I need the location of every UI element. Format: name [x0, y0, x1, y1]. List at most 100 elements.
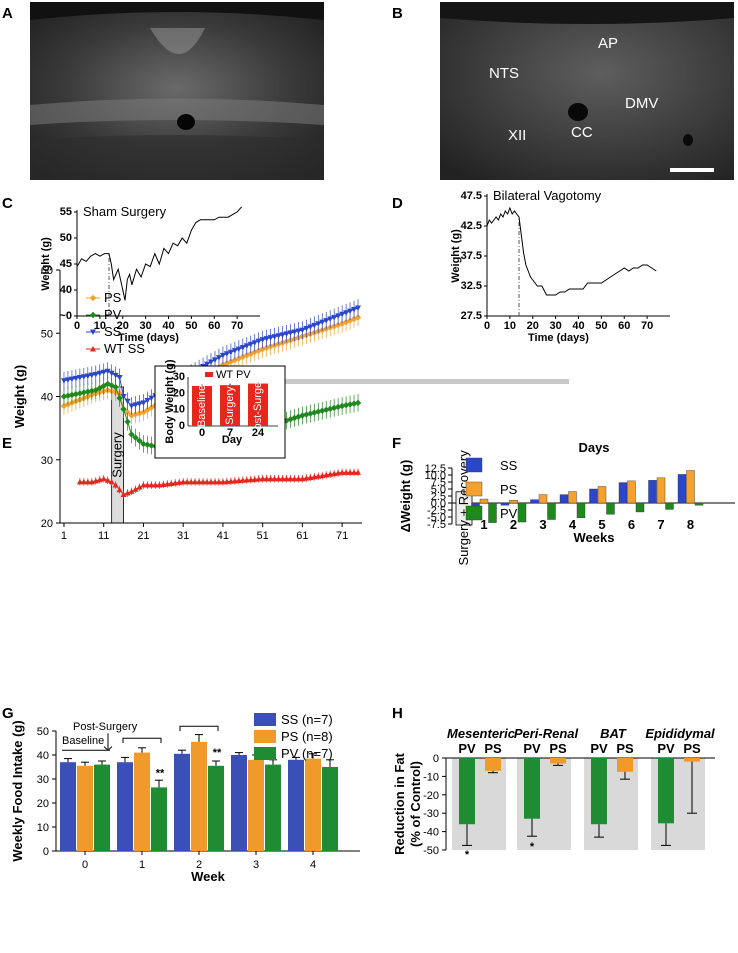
series-point: [72, 375, 79, 382]
x-tick-label: 30: [140, 320, 152, 332]
bar-pv: [524, 758, 540, 819]
inset-bar-label: Baseline: [196, 385, 208, 427]
x-tick-label: 0: [82, 859, 88, 871]
legend-swatch: [254, 730, 276, 743]
x-tick-label: 20: [117, 320, 129, 332]
section-divider: [155, 379, 569, 384]
series-point: [124, 398, 131, 405]
panel-letter-f: F: [392, 435, 401, 452]
series-point: [223, 351, 230, 357]
series-point: [295, 328, 302, 335]
x-axis-label: Time (days): [118, 332, 179, 344]
series-point: [343, 469, 350, 475]
x-axis-label: Time (days): [528, 332, 589, 344]
inset-x-tick-label: 7: [227, 427, 233, 439]
series-point: [120, 394, 127, 400]
x-tick-label: 41: [217, 530, 229, 542]
bar-ss: [589, 488, 598, 504]
series-point: [96, 384, 103, 392]
series-point: [219, 361, 227, 369]
series-point: [84, 388, 92, 395]
series-point: [80, 374, 87, 380]
inset-bar: [220, 385, 240, 426]
bar-ps: [134, 752, 150, 851]
series-point: [355, 305, 362, 311]
sig-bracket: [179, 725, 219, 731]
group-label: PV: [458, 741, 476, 756]
panel-letter-d: D: [392, 195, 403, 212]
bar-pv: [591, 758, 607, 825]
series-point: [132, 402, 139, 408]
series-point: [219, 352, 226, 359]
legend-swatch: [465, 481, 483, 497]
series-point: [291, 475, 298, 482]
legend-label: PV: [104, 307, 122, 322]
bar-pv: [694, 502, 704, 506]
x-tick-label: 40: [572, 320, 584, 332]
x-tick-label: 5: [598, 517, 605, 532]
series-point: [204, 478, 211, 485]
series-point: [196, 478, 203, 485]
bar-ps: [191, 741, 207, 851]
bar-pv: [658, 758, 674, 824]
chart-f-delta-weight: Days -7.5-5.0-2.50.02.55.07.510.012.5 ΔWei…: [398, 440, 735, 566]
series-point: [287, 475, 294, 482]
series-point: [231, 477, 238, 484]
bar-pv: [488, 502, 497, 523]
inset-y-tick-label: 20: [173, 387, 185, 399]
series-point: [116, 486, 123, 493]
inset-x-axis-label: Day: [222, 434, 243, 446]
series-point: [259, 475, 266, 482]
series-point: [235, 346, 242, 353]
x-axis-label: Weeks: [574, 530, 615, 545]
y-tick-label: 40: [60, 284, 72, 296]
series-point: [64, 377, 71, 383]
chart-h-fat-reduction: -50 -40 -30 -20 -10 0 Reduction in Fat (% of Co…: [392, 726, 715, 861]
bar-ss: [677, 474, 687, 504]
series-point: [184, 478, 191, 485]
series-point: [60, 378, 67, 384]
series-point: [116, 375, 123, 381]
bar-ss: [60, 762, 76, 851]
surgery-band-label: Surgery: [110, 432, 125, 478]
series-point: [100, 382, 107, 390]
bar-ps: [627, 480, 636, 504]
panel-letter-a: A: [2, 5, 13, 22]
series-point: [259, 337, 266, 343]
legend-swatch: [254, 747, 276, 760]
y-tick-label: -10: [423, 771, 439, 783]
x-tick-label: 21: [137, 530, 149, 542]
group-label: PS: [616, 741, 634, 756]
series-point: [104, 368, 111, 375]
inset-y-axis-label: Body Weight (g): [164, 359, 176, 443]
series-point: [339, 311, 346, 318]
x-tick-label: 11: [98, 530, 109, 542]
y-tick-label: -50: [423, 845, 439, 857]
chart-g-food-intake: 0 10 20 30 40 50 Weekly Food Intake (g) 0 1 2 3 4 We…: [10, 712, 360, 884]
x-tick-label: 0: [74, 320, 80, 332]
baseline-label: Baseline: [62, 735, 104, 747]
x-tick-label: 3: [253, 859, 259, 871]
bar-ps: [686, 470, 695, 504]
x-tick-label: 50: [595, 320, 607, 332]
group-label: PS: [549, 741, 567, 756]
series-point: [136, 437, 143, 444]
bar-ps: [77, 765, 93, 851]
series-point: [227, 349, 234, 356]
y-axis-label: ΔWeight (g): [398, 460, 413, 533]
x-tick-label: 70: [231, 320, 243, 332]
series-point: [215, 355, 222, 361]
series-point: [88, 372, 95, 379]
series-point: [144, 482, 151, 488]
series-point: [251, 476, 258, 482]
series-point: [211, 478, 218, 485]
series-point: [243, 343, 250, 349]
y-tick-label: 0.0: [431, 498, 446, 510]
series-point: [231, 348, 238, 354]
bar-pv: [547, 502, 556, 520]
bar-ps: [305, 758, 321, 851]
y-axis-label: Weight (g): [40, 237, 52, 291]
bar-ps: [485, 758, 501, 771]
series-point: [263, 336, 270, 342]
legend-label: SS (n=7): [281, 712, 333, 727]
